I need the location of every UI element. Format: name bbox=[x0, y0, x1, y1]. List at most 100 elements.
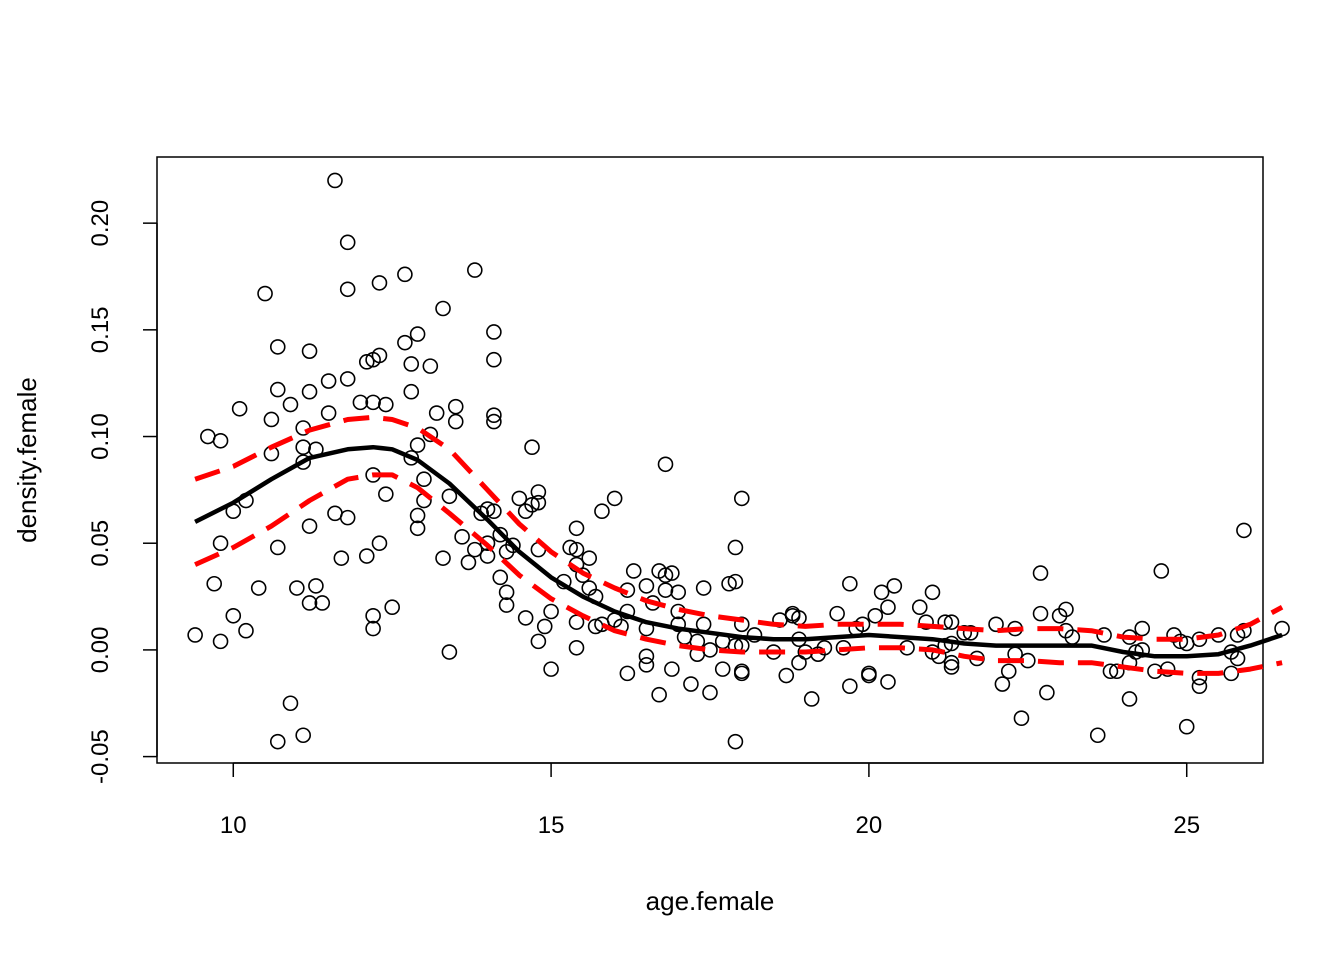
x-tick-label: 10 bbox=[220, 812, 247, 839]
x-axis-title: age.female bbox=[646, 886, 775, 916]
data-point bbox=[1039, 684, 1055, 701]
data-point bbox=[842, 575, 858, 592]
data-point bbox=[911, 599, 928, 616]
data-point bbox=[943, 614, 960, 630]
data-point bbox=[384, 599, 400, 616]
data-point bbox=[333, 550, 350, 566]
data-point bbox=[301, 595, 318, 611]
data-point bbox=[1032, 605, 1049, 622]
y-tick-label: 0.05 bbox=[87, 520, 114, 567]
data-point bbox=[861, 665, 877, 682]
data-point bbox=[479, 548, 496, 564]
fit-lines bbox=[194, 414, 1284, 676]
data-point bbox=[397, 334, 413, 351]
data-point bbox=[257, 285, 273, 302]
data-point bbox=[1178, 718, 1195, 735]
data-point bbox=[1223, 665, 1240, 682]
data-point bbox=[308, 578, 324, 594]
data-point bbox=[606, 490, 623, 507]
data-point bbox=[1134, 642, 1151, 658]
data-point bbox=[460, 554, 477, 571]
data-point bbox=[320, 373, 337, 389]
data-point bbox=[187, 627, 203, 643]
data-point bbox=[225, 607, 242, 624]
data-point bbox=[486, 324, 502, 340]
data-point bbox=[378, 396, 394, 413]
data-point bbox=[619, 665, 636, 682]
x-tick-label: 20 bbox=[856, 812, 883, 839]
y-tick-label: 0.00 bbox=[87, 627, 114, 674]
data-point bbox=[683, 676, 699, 692]
data-point bbox=[562, 539, 578, 556]
data-point bbox=[200, 428, 216, 445]
data-point bbox=[816, 639, 833, 656]
data-point bbox=[1121, 691, 1138, 707]
data-point bbox=[1102, 663, 1119, 680]
data-point bbox=[568, 541, 585, 558]
data-point bbox=[524, 497, 540, 513]
data-point bbox=[791, 654, 807, 671]
data-point bbox=[530, 484, 547, 500]
data-point bbox=[568, 639, 585, 656]
data-point bbox=[505, 537, 521, 554]
data-point bbox=[594, 503, 610, 520]
data-point bbox=[212, 633, 229, 650]
data-point bbox=[657, 582, 674, 598]
data-point bbox=[320, 405, 337, 421]
data-point bbox=[467, 262, 483, 278]
data-point bbox=[664, 661, 680, 677]
data-point bbox=[651, 686, 667, 703]
data-point bbox=[467, 541, 483, 558]
data-point bbox=[409, 326, 426, 342]
data-point bbox=[1229, 650, 1246, 667]
data-point bbox=[422, 358, 439, 374]
data-point bbox=[829, 605, 845, 622]
fit-line bbox=[194, 444, 1283, 659]
data-point bbox=[657, 567, 674, 584]
data-point bbox=[295, 439, 311, 455]
data-point bbox=[1274, 620, 1290, 637]
data-point bbox=[327, 172, 343, 189]
data-point bbox=[301, 343, 318, 359]
data-point bbox=[339, 509, 356, 526]
data-point bbox=[238, 622, 254, 639]
data-point bbox=[416, 471, 432, 488]
data-point bbox=[657, 456, 674, 473]
data-point bbox=[511, 490, 528, 507]
data-point bbox=[530, 633, 547, 650]
data-point bbox=[371, 275, 388, 291]
data-point bbox=[263, 411, 280, 428]
data-point bbox=[492, 569, 509, 586]
y-tick-label: 0.15 bbox=[87, 306, 114, 353]
data-point bbox=[943, 659, 960, 675]
x-axis: 10 15 20 25 bbox=[220, 762, 1200, 839]
plot-box bbox=[156, 156, 1264, 764]
data-point bbox=[409, 507, 426, 524]
data-point bbox=[937, 637, 953, 654]
data-point bbox=[1191, 678, 1208, 694]
data-point bbox=[664, 565, 680, 581]
data-point bbox=[670, 584, 687, 601]
data-point bbox=[295, 727, 311, 744]
data-point bbox=[269, 381, 286, 398]
data-point bbox=[397, 266, 413, 283]
data-point bbox=[441, 488, 458, 505]
data-point bbox=[1013, 710, 1030, 726]
data-point bbox=[733, 616, 750, 633]
data-point bbox=[498, 584, 515, 601]
data-point bbox=[530, 494, 547, 511]
data-point bbox=[880, 599, 896, 616]
data-point bbox=[1236, 522, 1252, 539]
data-point bbox=[784, 607, 801, 624]
data-point bbox=[886, 578, 903, 594]
data-point bbox=[733, 665, 750, 682]
data-point bbox=[638, 648, 655, 665]
data-point bbox=[1134, 620, 1151, 637]
x-tick-label: 15 bbox=[538, 812, 565, 839]
data-point bbox=[962, 625, 979, 641]
data-point bbox=[492, 526, 509, 543]
data-point bbox=[358, 548, 375, 564]
data-point bbox=[1089, 727, 1106, 744]
data-point bbox=[1058, 601, 1074, 618]
data-point bbox=[873, 584, 890, 601]
